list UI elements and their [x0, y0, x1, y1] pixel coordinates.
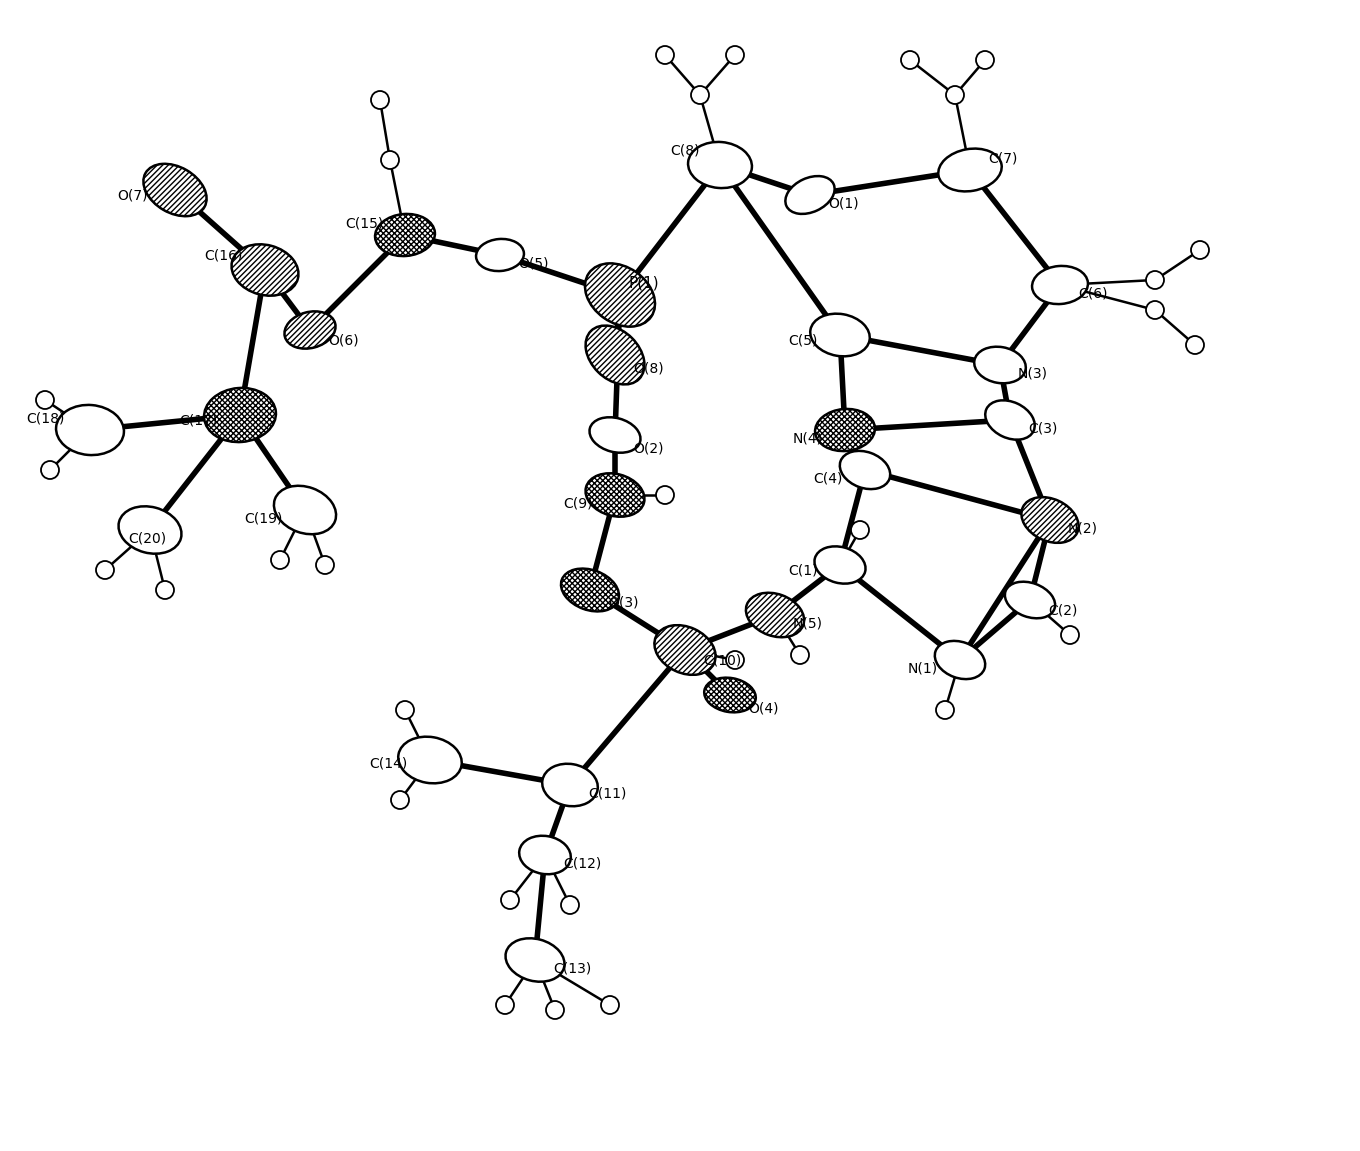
Text: C(5): C(5)	[789, 333, 817, 346]
Text: C(10): C(10)	[703, 653, 741, 666]
Text: O(4): O(4)	[748, 701, 778, 715]
Ellipse shape	[560, 569, 619, 611]
Ellipse shape	[745, 593, 804, 638]
Ellipse shape	[585, 264, 656, 327]
Text: C(18): C(18)	[27, 411, 65, 425]
Text: C(13): C(13)	[554, 961, 592, 975]
Text: P(1): P(1)	[628, 275, 658, 290]
Circle shape	[371, 91, 389, 109]
Circle shape	[500, 891, 520, 909]
Ellipse shape	[375, 214, 435, 256]
Text: C(9): C(9)	[563, 496, 593, 510]
Text: O(5): O(5)	[518, 256, 548, 270]
Ellipse shape	[273, 486, 336, 534]
Text: C(3): C(3)	[1028, 421, 1057, 435]
Text: C(20): C(20)	[128, 531, 166, 546]
Ellipse shape	[688, 142, 752, 188]
Circle shape	[726, 651, 744, 669]
Ellipse shape	[586, 326, 645, 384]
Text: C(19): C(19)	[245, 511, 283, 525]
Ellipse shape	[934, 641, 985, 679]
Circle shape	[396, 701, 413, 719]
Text: C(12): C(12)	[563, 856, 601, 870]
Circle shape	[936, 701, 953, 719]
Ellipse shape	[704, 678, 756, 712]
Text: N(1): N(1)	[908, 661, 938, 674]
Text: C(17): C(17)	[180, 413, 218, 427]
Ellipse shape	[56, 405, 124, 455]
Circle shape	[271, 551, 288, 569]
Text: N(4): N(4)	[793, 430, 823, 445]
Text: N(5): N(5)	[793, 616, 823, 630]
Text: C(6): C(6)	[1078, 285, 1107, 300]
Text: C(1): C(1)	[789, 563, 817, 577]
Circle shape	[156, 581, 174, 599]
Text: O(6): O(6)	[328, 333, 359, 346]
Circle shape	[656, 486, 675, 504]
Circle shape	[545, 1001, 564, 1019]
Ellipse shape	[815, 409, 874, 451]
Text: C(15): C(15)	[344, 216, 384, 230]
Circle shape	[726, 46, 744, 64]
Ellipse shape	[1021, 497, 1078, 543]
Circle shape	[97, 561, 114, 579]
Text: C(2): C(2)	[1049, 603, 1077, 617]
Text: C(4): C(4)	[813, 471, 843, 485]
Circle shape	[976, 51, 994, 69]
Ellipse shape	[118, 506, 181, 554]
Ellipse shape	[654, 625, 715, 674]
Ellipse shape	[543, 764, 598, 806]
Circle shape	[601, 996, 619, 1014]
Circle shape	[900, 51, 919, 69]
Ellipse shape	[811, 314, 870, 357]
Ellipse shape	[985, 401, 1035, 440]
Ellipse shape	[284, 312, 336, 349]
Ellipse shape	[589, 418, 641, 452]
Circle shape	[1146, 270, 1164, 289]
Ellipse shape	[143, 163, 207, 216]
Circle shape	[316, 556, 335, 574]
Circle shape	[1061, 626, 1078, 645]
Text: O(8): O(8)	[632, 361, 664, 375]
Circle shape	[392, 791, 409, 809]
Circle shape	[851, 521, 869, 539]
Ellipse shape	[815, 547, 865, 584]
Ellipse shape	[1032, 266, 1088, 304]
Circle shape	[41, 462, 58, 479]
Ellipse shape	[204, 388, 276, 442]
Text: O(7): O(7)	[117, 188, 148, 201]
Text: C(14): C(14)	[370, 756, 408, 770]
Circle shape	[1146, 302, 1164, 319]
Circle shape	[496, 996, 514, 1014]
Circle shape	[560, 895, 579, 914]
Text: N(3): N(3)	[1019, 366, 1049, 380]
Text: C(7): C(7)	[987, 151, 1017, 165]
Circle shape	[691, 86, 709, 104]
Text: C(16): C(16)	[204, 247, 243, 262]
Circle shape	[947, 86, 964, 104]
Circle shape	[656, 46, 675, 64]
Text: C(8): C(8)	[670, 143, 700, 157]
Circle shape	[35, 391, 54, 409]
Circle shape	[1191, 241, 1209, 259]
Text: O(1): O(1)	[828, 196, 858, 209]
Ellipse shape	[476, 239, 524, 272]
Text: O(2): O(2)	[632, 441, 664, 455]
Text: O(3): O(3)	[608, 595, 638, 609]
Ellipse shape	[506, 938, 564, 982]
Ellipse shape	[1005, 581, 1055, 618]
Ellipse shape	[231, 244, 298, 296]
Ellipse shape	[398, 737, 462, 784]
Ellipse shape	[785, 176, 835, 214]
Text: C(11): C(11)	[588, 786, 627, 800]
Ellipse shape	[840, 451, 891, 489]
Ellipse shape	[586, 473, 645, 517]
Circle shape	[381, 151, 398, 169]
Ellipse shape	[520, 836, 571, 875]
Ellipse shape	[974, 346, 1025, 383]
Ellipse shape	[938, 148, 1002, 191]
Circle shape	[1186, 336, 1204, 355]
Circle shape	[792, 646, 809, 664]
Text: N(2): N(2)	[1068, 521, 1098, 535]
